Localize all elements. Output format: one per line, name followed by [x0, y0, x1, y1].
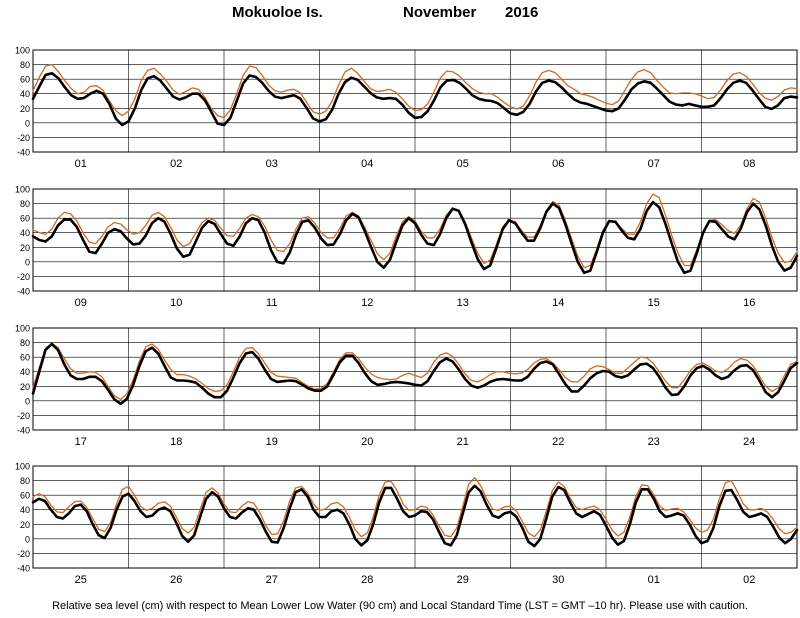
day-label: 22 [552, 436, 564, 448]
chart-caption: Relative sea level (cm) with respect to … [52, 600, 748, 612]
y-tick-label: 100 [15, 324, 30, 334]
observed-series-line [31, 342, 799, 406]
month-label: November [403, 4, 477, 21]
panel-frame [32, 49, 798, 153]
predicted-series-line [32, 63, 798, 119]
y-tick-label: 60 [20, 353, 30, 363]
y-tick-label: -40 [17, 148, 30, 158]
y-tick-label: 20 [20, 520, 30, 530]
y-tick-label: 0 [25, 396, 30, 406]
y-tick-label: -40 [17, 426, 30, 436]
y-tick-label: 80 [20, 476, 30, 486]
predicted-series-line [32, 477, 798, 538]
y-tick-label: -20 [17, 272, 30, 282]
day-label: 10 [170, 297, 182, 309]
day-label: 01 [648, 574, 660, 586]
y-tick-label: 80 [20, 199, 30, 209]
y-tick-label: 60 [20, 491, 30, 501]
observed-series-line [31, 200, 799, 275]
day-label: 18 [170, 436, 182, 448]
day-label: 17 [75, 436, 87, 448]
day-label: 16 [743, 297, 755, 309]
y-tick-label: 0 [25, 257, 30, 267]
y-tick-label: 60 [20, 214, 30, 224]
y-tick-label: 40 [20, 367, 30, 377]
day-label: 30 [552, 574, 564, 586]
day-label: 03 [266, 158, 278, 170]
y-tick-label: 40 [20, 505, 30, 515]
y-tick-label: 60 [20, 75, 30, 85]
y-tick-label: 40 [20, 228, 30, 238]
y-tick-label: 20 [20, 382, 30, 392]
y-tick-label: -40 [17, 287, 30, 297]
day-label: 01 [75, 158, 87, 170]
day-label: 26 [170, 574, 182, 586]
panel-1: -40 -20 0 20 40 60 80 100 01 02 03 04 05 06 07 08 [15, 46, 799, 170]
panel-3: -40 -20 0 20 40 60 80 100 17 18 19 20 21 22 23 24 [15, 324, 799, 448]
y-tick-label: 0 [25, 118, 30, 128]
y-tick-label: 40 [20, 89, 30, 99]
day-label: 07 [648, 158, 660, 170]
day-label: 06 [552, 158, 564, 170]
day-label: 12 [361, 297, 373, 309]
day-label: 05 [457, 158, 469, 170]
y-tick-label: 80 [20, 60, 30, 70]
panel-2: -40 -20 0 20 40 60 80 100 09 10 11 12 13 14 15 16 [15, 185, 799, 309]
day-label: 08 [743, 158, 755, 170]
chart-title: Mokuoloe Is. November 2016 [0, 4, 800, 24]
day-label: 24 [743, 436, 755, 448]
observed-series-line [31, 484, 799, 548]
predicted-series-line [32, 193, 798, 269]
day-label: 11 [266, 297, 277, 309]
y-tick-label: 20 [20, 104, 30, 114]
day-label: 27 [266, 574, 278, 586]
panel-4: -40 -20 0 20 40 60 80 100 25 26 27 28 29 30 01 02 [15, 462, 799, 586]
y-tick-label: 100 [15, 185, 30, 195]
station-name: Mokuoloe Is. [232, 4, 323, 21]
day-label: 02 [170, 158, 182, 170]
panel-frame [32, 465, 798, 569]
y-tick-label: 100 [15, 462, 30, 472]
panel-frame [32, 327, 798, 431]
day-label: 04 [361, 158, 373, 170]
day-label: 09 [75, 297, 87, 309]
day-label: 25 [75, 574, 87, 586]
day-label: 21 [457, 436, 469, 448]
day-label: 23 [648, 436, 660, 448]
y-tick-label: -20 [17, 411, 30, 421]
day-label: 28 [361, 574, 373, 586]
predicted-series-line [32, 342, 798, 401]
y-tick-label: -20 [17, 133, 30, 143]
y-tick-label: -20 [17, 549, 30, 559]
day-label: 19 [266, 436, 278, 448]
y-tick-label: -40 [17, 564, 30, 574]
day-label: 14 [552, 297, 564, 309]
y-tick-label: 100 [15, 46, 30, 56]
y-tick-label: 20 [20, 243, 30, 253]
day-label: 13 [457, 297, 469, 309]
observed-series-line [31, 72, 799, 127]
y-tick-label: 0 [25, 534, 30, 544]
day-label: 29 [457, 574, 469, 586]
day-label: 20 [361, 436, 373, 448]
year-label: 2016 [505, 4, 539, 21]
day-label: 15 [648, 297, 660, 309]
y-tick-label: 80 [20, 338, 30, 348]
day-label: 02 [743, 574, 755, 586]
panel-frame [32, 188, 798, 292]
